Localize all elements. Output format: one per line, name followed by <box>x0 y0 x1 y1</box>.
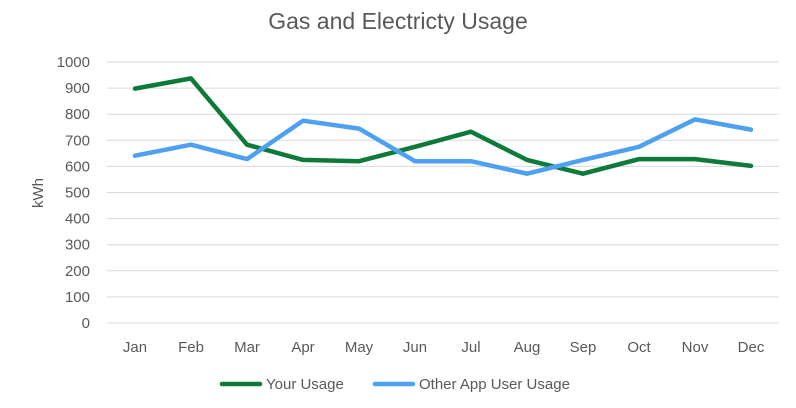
series-lines <box>132 76 754 176</box>
x-tick-label: Jul <box>461 339 480 356</box>
x-tick-label: Mar <box>234 339 260 356</box>
data-point <box>301 157 305 162</box>
y-axis-title: kWh <box>30 178 47 208</box>
x-tick-label: Feb <box>178 339 204 356</box>
y-tick-label: 500 <box>65 185 90 202</box>
data-point <box>413 144 417 149</box>
data-point <box>133 86 137 91</box>
y-tick-label: 0 <box>82 315 90 332</box>
legend-label: Other App User Usage <box>419 376 570 393</box>
data-point <box>525 171 529 176</box>
series-line-other-app-user-usage <box>132 117 754 176</box>
data-point <box>245 157 249 162</box>
x-tick-label: Aug <box>514 339 541 356</box>
x-tick-label: May <box>345 339 374 356</box>
x-tick-label: Apr <box>291 339 314 356</box>
data-point <box>749 127 753 132</box>
data-point <box>245 142 249 147</box>
data-point <box>189 76 193 81</box>
data-point <box>357 159 361 164</box>
data-point <box>581 171 585 176</box>
y-tick-label: 800 <box>65 106 90 123</box>
gridlines <box>107 61 779 324</box>
y-tick-label: 700 <box>65 132 90 149</box>
x-tick-label: Oct <box>627 339 651 356</box>
x-tick-label: Nov <box>682 339 709 356</box>
y-tick-label: 1000 <box>57 54 90 71</box>
data-point <box>693 117 697 122</box>
data-point <box>413 159 417 164</box>
y-tick-label: 200 <box>65 263 90 280</box>
data-point <box>133 153 137 158</box>
y-tick-label: 600 <box>65 158 90 175</box>
y-tick-label: 900 <box>65 80 90 97</box>
data-point <box>469 129 473 134</box>
data-point <box>637 157 641 162</box>
x-tick-label: Jan <box>123 339 147 356</box>
y-axis-ticks: 0 100 200 300 400 500 600 700 800 900 1000 <box>57 54 90 332</box>
chart-title: Gas and Electricty Usage <box>268 8 528 34</box>
data-point <box>581 157 585 162</box>
data-point <box>189 142 193 147</box>
data-point <box>525 157 529 162</box>
data-point <box>301 118 305 123</box>
data-point <box>749 163 753 168</box>
x-tick-label: Jun <box>403 339 427 356</box>
legend: Your Usage Other App User Usage <box>219 376 570 393</box>
x-tick-label: Sep <box>570 339 597 356</box>
y-tick-label: 400 <box>65 211 90 228</box>
legend-label: Your Usage <box>266 376 344 393</box>
x-axis-ticks: Jan Feb Mar Apr May Jun Jul Aug Sep Oct Nov Dec <box>123 339 765 356</box>
data-point <box>637 144 641 149</box>
y-tick-label: 300 <box>65 237 90 254</box>
x-tick-label: Dec <box>738 339 765 356</box>
data-point <box>469 159 473 164</box>
data-point <box>357 126 361 131</box>
series-line-your-usage <box>132 76 754 176</box>
y-tick-label: 100 <box>65 289 90 306</box>
data-point <box>693 157 697 162</box>
